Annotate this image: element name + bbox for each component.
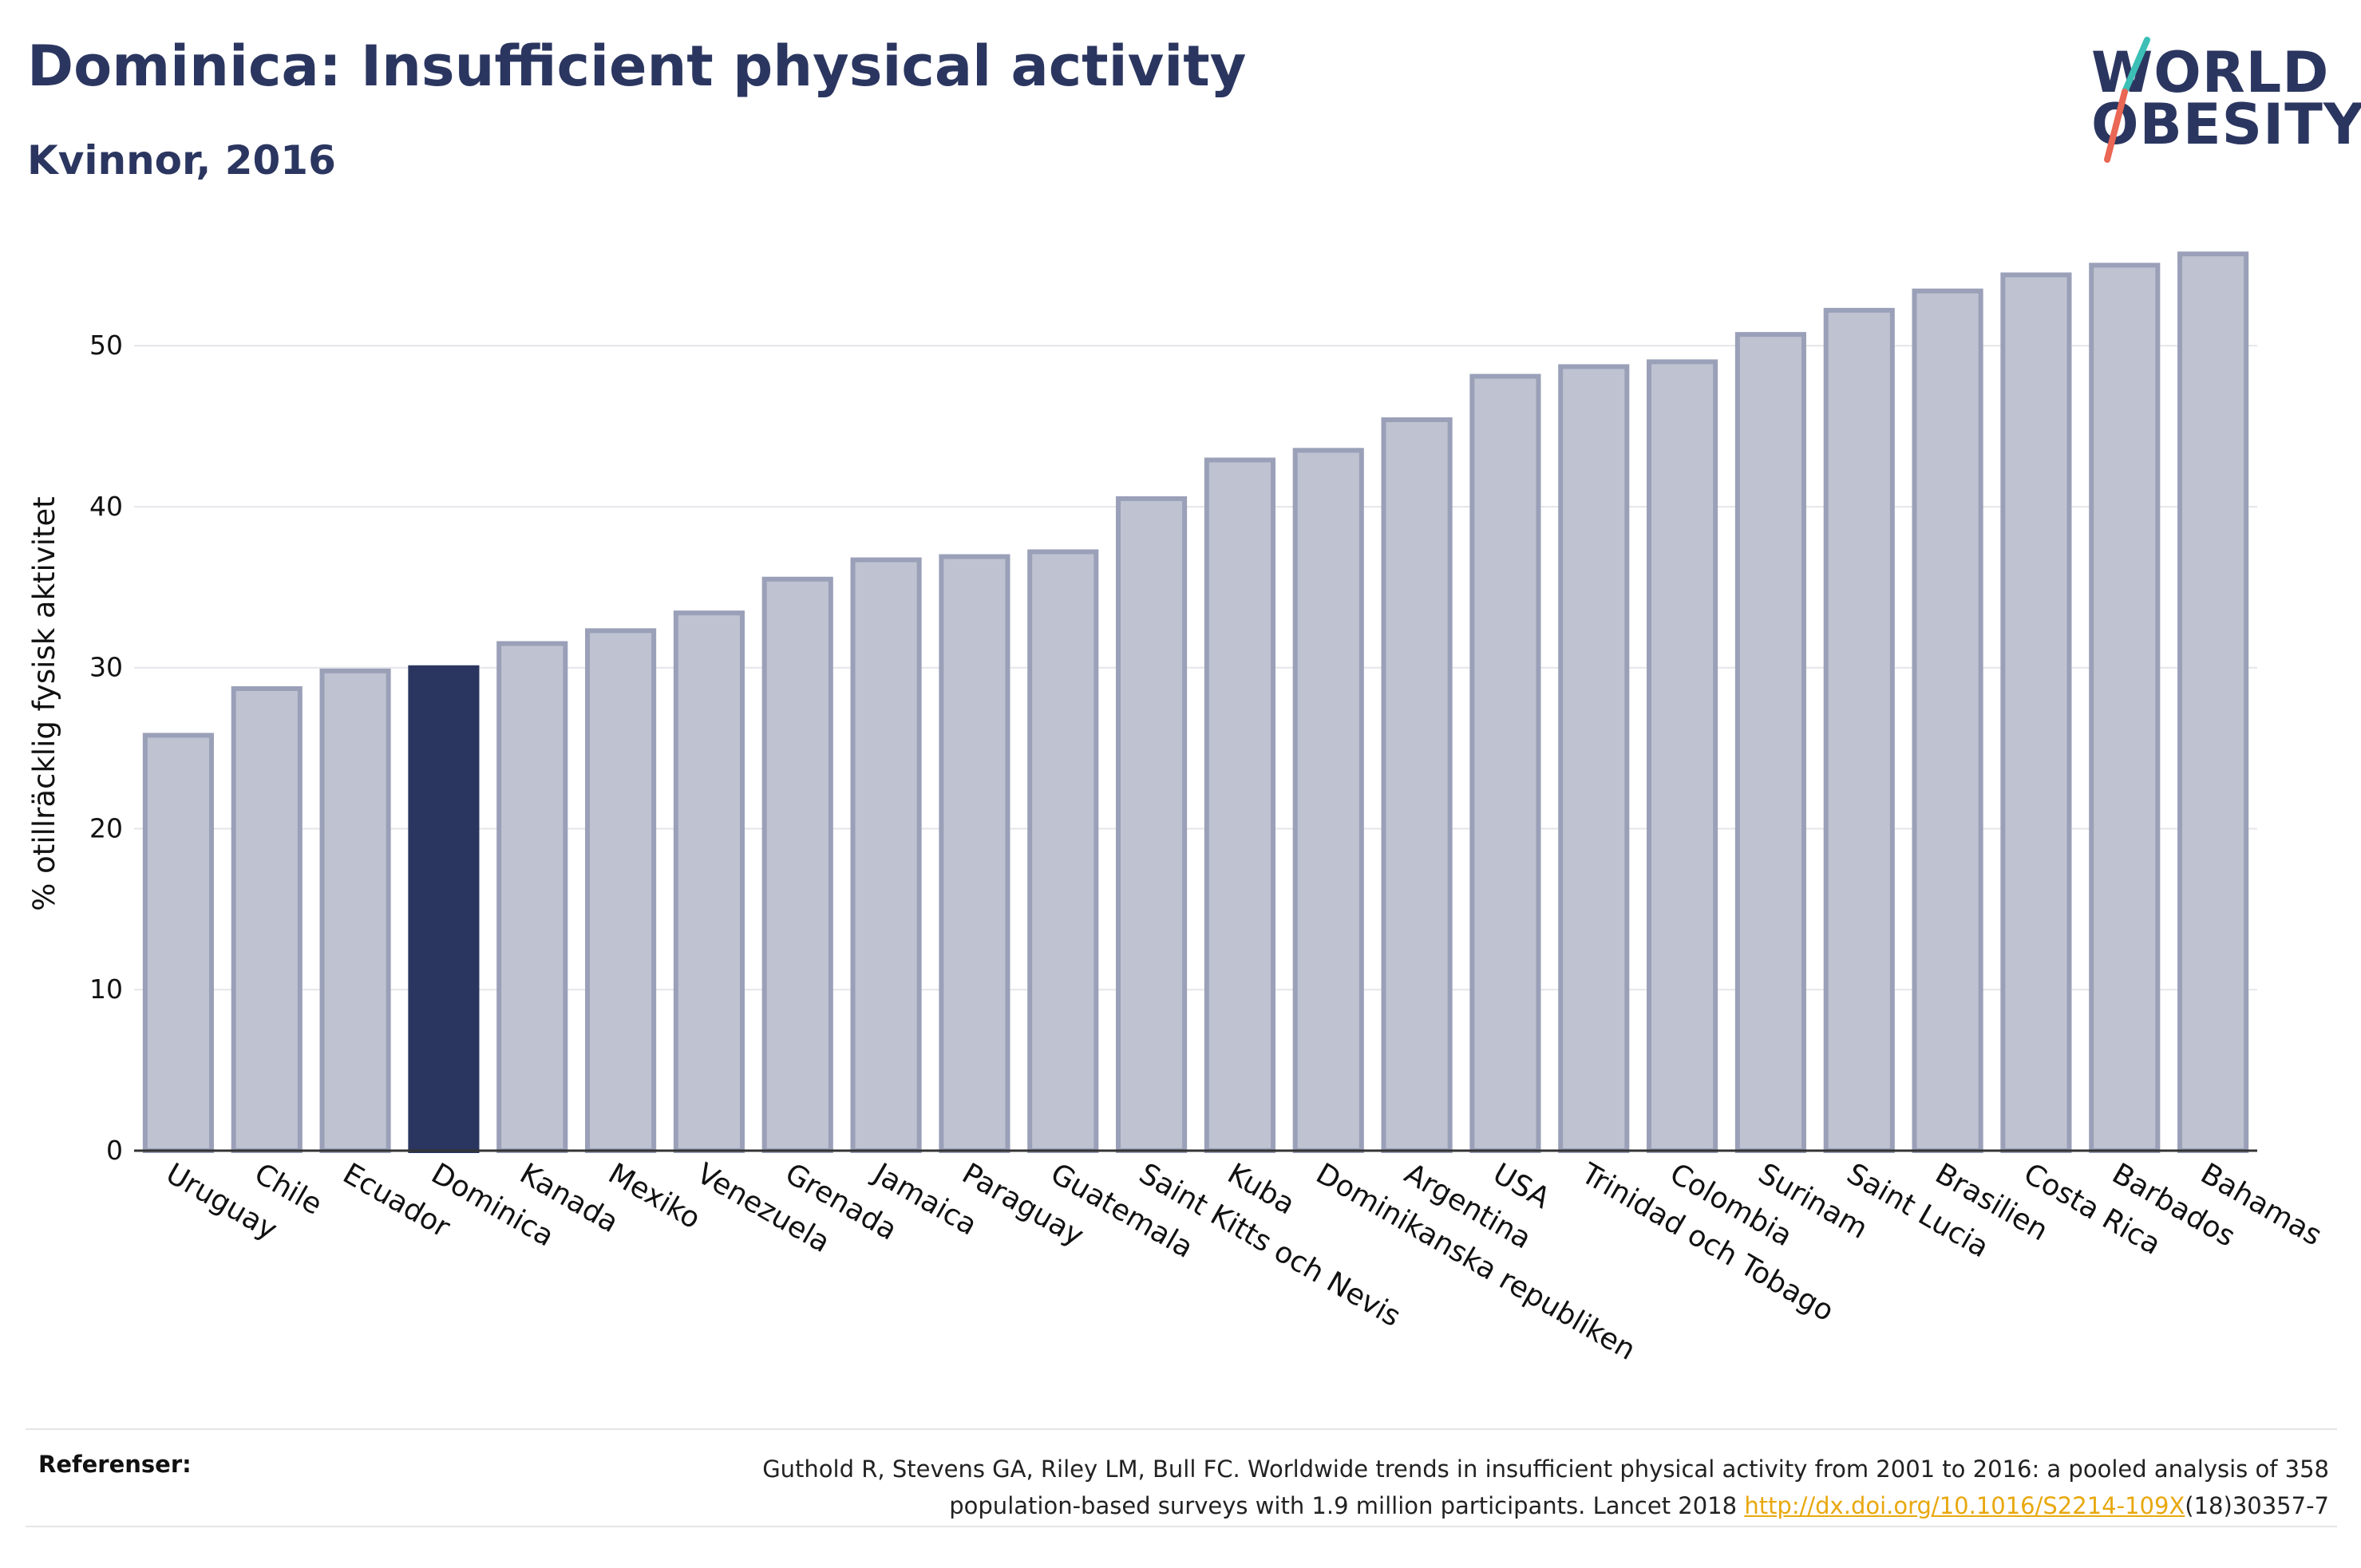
references-label: Referenser: [38, 1451, 192, 1478]
doi-link[interactable]: http://dx.doi.org/10.1016/S2214-109X [1744, 1492, 2185, 1519]
bar-uruguay [142, 733, 214, 1153]
bar-guatemala [1027, 549, 1099, 1153]
bar-jamaica [850, 557, 922, 1153]
logo-word-obesity: OBESITY [2091, 92, 2361, 157]
y-tick-label-10: 10 [89, 974, 123, 1005]
bar-dominica [408, 665, 480, 1153]
grid-lines [134, 345, 2257, 991]
bar-argentina [1381, 417, 1453, 1153]
y-axis-ticks: 0 10 20 30 40 50 [89, 330, 123, 1166]
bar-venezuela [673, 610, 745, 1153]
bar-kuba [1204, 457, 1275, 1153]
bar-bahamas [2177, 251, 2249, 1154]
chart-subtitle: Kvinnor, 2016 [27, 137, 336, 184]
x-tick-label-mexiko: Mexiko [603, 1157, 706, 1235]
y-tick-label-50: 50 [89, 330, 123, 361]
bar-usa [1469, 373, 1541, 1153]
bar-mexiko [585, 628, 657, 1153]
y-tick-label-0: 0 [106, 1135, 123, 1166]
bar-trinidad-och-tobago [1558, 364, 1630, 1154]
y-tick-label-30: 30 [89, 652, 123, 683]
bar-barbados [2089, 263, 2161, 1154]
references-citation: Guthold R, Stevens GA, Riley LM, Bull FC… [573, 1451, 2329, 1524]
bar-costa-rica [2000, 272, 2072, 1153]
bar-kanada [496, 641, 568, 1153]
logo-slash-icon [2104, 37, 2150, 163]
citation-doi-suffix: (18)30357-7 [2185, 1492, 2329, 1519]
y-tick-label-40: 40 [89, 491, 123, 522]
citation-line-2: population-based surveys with 1.9 millio… [949, 1492, 1745, 1519]
bar-grenada [761, 576, 833, 1154]
bar-surinam [1734, 332, 1806, 1153]
bar-colombia [1647, 359, 1718, 1153]
bar-chile [231, 685, 303, 1153]
bar-saint-lucia [1823, 307, 1895, 1153]
bars [142, 251, 2249, 1154]
references-section: Referenser: Guthold R, Stevens GA, Riley… [26, 1428, 2337, 1527]
chart-title: Dominica: Insufficient physical activity [27, 34, 1247, 99]
world-obesity-logo[interactable]: WORLD OBESITY [2075, 24, 2361, 168]
y-tick-label-20: 20 [89, 812, 123, 843]
bar-brasilien [1912, 288, 1983, 1153]
bar-paraguay [939, 554, 1010, 1153]
y-axis-label: % otillräcklig fysisk aktivitet [27, 496, 61, 911]
bar-ecuador [319, 668, 391, 1153]
bar-dominikanska-republiken [1292, 448, 1364, 1153]
bar-saint-kitts-och-nevis [1116, 496, 1188, 1154]
citation-line-1: Guthold R, Stevens GA, Riley LM, Bull FC… [762, 1455, 2329, 1483]
